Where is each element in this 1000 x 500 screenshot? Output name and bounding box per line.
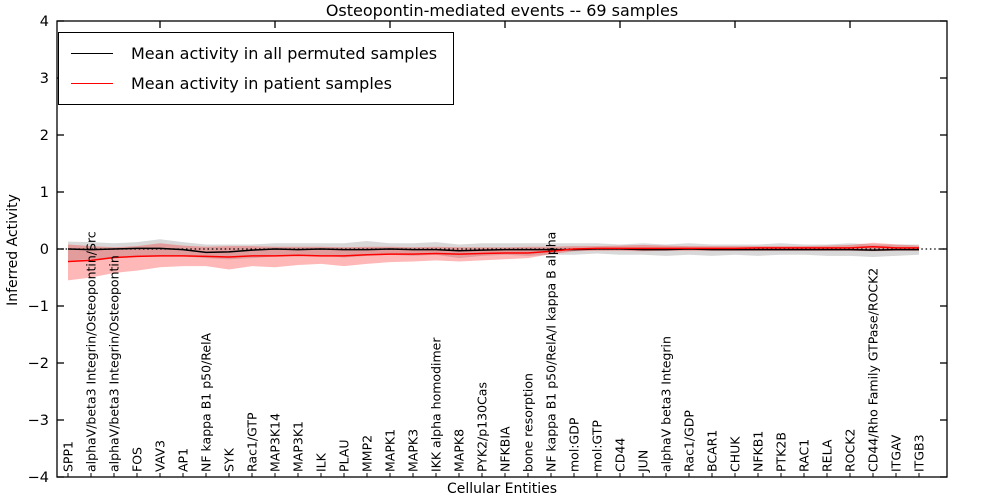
legend-label-permuted: Mean activity in all permuted samples <box>131 44 438 63</box>
category-label: NF kappa B1 p50/RelA <box>199 332 214 472</box>
category-label: bone resorption <box>521 373 536 472</box>
patient-band <box>68 242 919 281</box>
category-label: MAP3K1 <box>291 421 306 472</box>
category-label: Rac1/GTP <box>245 412 260 472</box>
category-label: NFKB1 <box>751 431 766 472</box>
category-label: Rac1/GDP <box>682 410 697 472</box>
category-label: mol:GTP <box>590 420 605 472</box>
category-label: FOS <box>130 447 145 472</box>
category-label: PYK2/p130Cas <box>475 382 490 472</box>
category-label: MAPK8 <box>452 429 467 472</box>
permuted-line-swatch <box>71 53 113 54</box>
category-label: MMP2 <box>360 435 375 472</box>
category-label: IKK alpha homodimer <box>429 337 444 472</box>
permuted-mean-line <box>67 247 919 254</box>
y-tick-label: −4 <box>28 470 49 486</box>
y-tick-label: −3 <box>28 413 49 429</box>
category-label: NFKBIA <box>498 426 513 472</box>
category-label: ILK <box>314 452 329 472</box>
category-label: RAC1 <box>797 439 812 472</box>
y-tick-label: 2 <box>40 128 49 144</box>
y-tick-label: 3 <box>40 71 49 87</box>
legend-label-patient: Mean activity in patient samples <box>131 74 392 93</box>
category-label: AP1 <box>176 448 191 472</box>
category-label: SPP1 <box>61 441 76 472</box>
category-label: alphaV/beta3 Integrin/Osteopontin <box>107 255 122 472</box>
y-axis-label: Inferred Activity <box>5 194 21 306</box>
category-label: alphaV/beta3 Integrin/Osteopontin/Src <box>84 231 99 472</box>
category-label: CD44 <box>613 438 628 472</box>
category-label: alphaV beta3 Integrin <box>659 336 674 472</box>
y-tick-label: 1 <box>40 185 49 201</box>
category-label: CD44/Rho Family GTPase/ROCK2 <box>866 268 881 472</box>
category-label: VAV3 <box>153 440 168 472</box>
y-tick-label: −1 <box>28 299 49 315</box>
category-label: MAP3K14 <box>268 413 283 472</box>
category-label: MAPK3 <box>406 429 421 472</box>
category-label: MAPK1 <box>383 429 398 472</box>
chart-title: Osteopontin-mediated events -- 69 sample… <box>325 1 679 20</box>
category-label: CHUK <box>728 436 743 472</box>
category-label: PTK2B <box>774 432 789 472</box>
category-label: NF kappa B1 p50/RelA/I kappa B alpha <box>544 232 559 472</box>
category-label: ITGAV <box>889 434 904 472</box>
category-label: JUN <box>636 450 651 473</box>
category-label: BCAR1 <box>705 430 720 472</box>
category-label: PLAU <box>337 440 352 473</box>
patient-mean-line <box>67 245 919 263</box>
category-label: ITGB3 <box>912 434 927 472</box>
category-label: RELA <box>820 439 835 472</box>
y-tick-label: 0 <box>40 242 49 258</box>
x-axis-label: Cellular Entities <box>446 481 558 497</box>
category-label: SYK <box>222 447 237 472</box>
legend-item-patient: Mean activity in patient samples <box>71 70 437 97</box>
legend: Mean activity in all permuted samples Me… <box>58 32 455 105</box>
category-label: mol:GDP <box>567 417 582 472</box>
patient-line-swatch <box>71 83 113 84</box>
y-tick-label: 4 <box>40 14 49 30</box>
y-tick-label: −2 <box>28 356 49 372</box>
legend-item-permuted: Mean activity in all permuted samples <box>71 40 437 67</box>
category-label: ROCK2 <box>843 429 858 472</box>
